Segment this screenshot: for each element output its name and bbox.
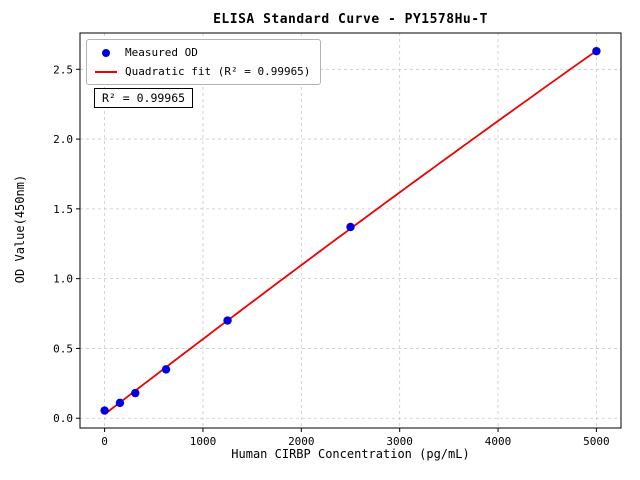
x-tick-label: 2000	[288, 435, 315, 448]
legend-label-measured: Measured OD	[125, 46, 198, 59]
y-tick-label: 1.0	[53, 273, 73, 286]
legend-marker-dot	[94, 48, 118, 57]
r-squared-annotation: R² = 0.99965	[94, 88, 194, 108]
x-tick-label: 3000	[386, 435, 413, 448]
legend-item-fit: Quadratic fit (R² = 0.99965)	[94, 65, 310, 78]
y-tick-label: 1.5	[53, 203, 73, 216]
y-tick-label: 0.0	[53, 412, 73, 425]
x-axis-label: Human CIRBP Concentration (pg/mL)	[231, 447, 470, 461]
data-point	[115, 398, 125, 408]
chart-title: ELISA Standard Curve - PY1578Hu-T	[213, 12, 488, 27]
x-tick-label: 4000	[485, 435, 512, 448]
data-point	[131, 388, 140, 398]
y-tick-label: 0.5	[53, 342, 73, 355]
legend-marker-line	[94, 70, 118, 73]
y-tick-label: 2.0	[53, 133, 73, 146]
data-point	[223, 316, 232, 325]
plot-border	[79, 32, 622, 429]
legend-label-fit: Quadratic fit (R² = 0.99965)	[125, 65, 311, 78]
data-point	[592, 46, 601, 56]
x-tick-label: 5000	[583, 435, 610, 448]
x-tick-label: 1000	[190, 435, 217, 448]
y-tick-label: 2.5	[53, 63, 73, 76]
data-point	[100, 406, 109, 415]
y-axis-label: OD Value(450nm)	[13, 174, 27, 284]
data-point	[346, 222, 355, 232]
data-point	[161, 365, 171, 374]
x-tick-label: 0	[101, 435, 108, 448]
legend-item-measured: Measured OD	[94, 46, 310, 59]
legend: Measured OD Quadratic fit (R² = 0.99965)	[86, 39, 322, 85]
